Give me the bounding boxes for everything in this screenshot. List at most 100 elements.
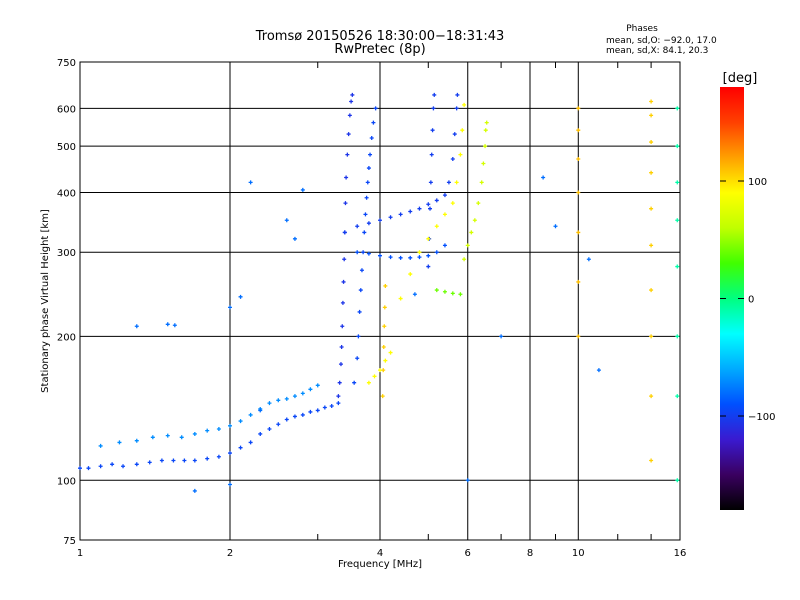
colorbar-tick-label: 100 — [748, 177, 767, 188]
data-point — [171, 458, 176, 463]
data-point — [292, 394, 297, 399]
data-point — [434, 198, 439, 203]
data-point — [576, 230, 581, 235]
data-point — [284, 218, 289, 223]
data-point — [426, 202, 431, 207]
data-point — [343, 201, 348, 206]
data-point — [426, 236, 431, 241]
data-point — [98, 464, 103, 469]
data-point — [300, 187, 305, 192]
colorbar-tick-label: −100 — [748, 412, 775, 423]
data-point — [649, 113, 654, 118]
data-point — [329, 404, 334, 409]
data-point — [341, 279, 346, 284]
data-point — [499, 334, 504, 339]
data-point — [134, 324, 139, 329]
y-tick-label: 75 — [63, 536, 76, 547]
data-point — [649, 243, 654, 248]
y-tick-label: 200 — [57, 332, 76, 343]
data-point — [339, 345, 344, 350]
data-point — [388, 350, 393, 355]
data-point — [292, 414, 297, 419]
x-tick-label: 10 — [572, 548, 585, 559]
data-point — [649, 458, 654, 463]
data-point — [450, 157, 455, 162]
data-point — [346, 132, 351, 137]
data-series — [380, 283, 388, 399]
data-series — [462, 120, 489, 262]
data-point — [469, 230, 474, 235]
data-point — [179, 435, 184, 440]
data-point — [344, 175, 349, 180]
data-point — [366, 221, 371, 226]
y-tick-label: 500 — [57, 142, 76, 153]
data-point — [342, 230, 347, 235]
data-point — [363, 212, 368, 217]
data-point — [355, 250, 360, 255]
data-point — [276, 422, 281, 427]
data-point — [292, 236, 297, 241]
data-series — [434, 288, 463, 297]
data-point — [388, 255, 393, 260]
data-point — [442, 212, 447, 217]
data-point — [378, 253, 382, 258]
data-point — [649, 170, 654, 175]
data-point — [452, 132, 457, 137]
data-point — [362, 230, 367, 235]
data-point — [675, 144, 680, 149]
x-tick-label: 1 — [77, 548, 83, 559]
data-point — [366, 166, 371, 171]
data-point — [432, 92, 437, 97]
data-series — [355, 243, 447, 260]
data-point — [434, 224, 439, 229]
y-tick-label: 300 — [57, 248, 76, 259]
data-point — [248, 180, 253, 185]
data-point — [454, 180, 459, 185]
data-point — [417, 206, 422, 211]
data-point — [481, 161, 486, 166]
data-point — [446, 180, 451, 185]
data-point — [675, 180, 680, 185]
data-series — [576, 106, 581, 339]
data-point — [228, 451, 232, 456]
data-point — [364, 195, 369, 200]
data-point — [675, 264, 680, 269]
data-points — [78, 92, 680, 493]
data-point — [429, 152, 434, 157]
data-point — [267, 427, 272, 432]
data-point — [417, 250, 422, 255]
data-point — [428, 206, 433, 211]
data-point — [228, 423, 232, 428]
y-tick-label: 400 — [57, 188, 76, 199]
data-point — [472, 218, 477, 223]
data-series — [352, 106, 378, 385]
data-point — [382, 305, 387, 310]
data-point — [134, 438, 139, 443]
data-point — [165, 322, 170, 327]
data-point — [398, 255, 403, 260]
data-point — [86, 466, 91, 471]
data-point — [454, 106, 459, 111]
data-point — [350, 92, 355, 97]
data-point — [649, 334, 654, 339]
data-point — [553, 224, 558, 229]
data-point — [368, 152, 373, 157]
data-point — [267, 401, 272, 406]
data-point — [576, 128, 581, 133]
data-point — [576, 106, 581, 111]
data-point — [476, 201, 481, 206]
data-point — [359, 268, 364, 273]
data-series — [649, 99, 654, 463]
data-point — [192, 458, 197, 463]
data-point — [586, 257, 591, 262]
data-point — [300, 391, 305, 396]
data-point — [216, 454, 221, 459]
colorbar-ticks: 100 0 −100 — [720, 177, 775, 423]
data-point — [458, 292, 463, 297]
data-point — [541, 175, 546, 180]
x-tick-label: 16 — [674, 548, 687, 559]
y-tick-label: 750 — [57, 58, 76, 69]
data-point — [576, 334, 581, 339]
data-point — [98, 443, 103, 448]
